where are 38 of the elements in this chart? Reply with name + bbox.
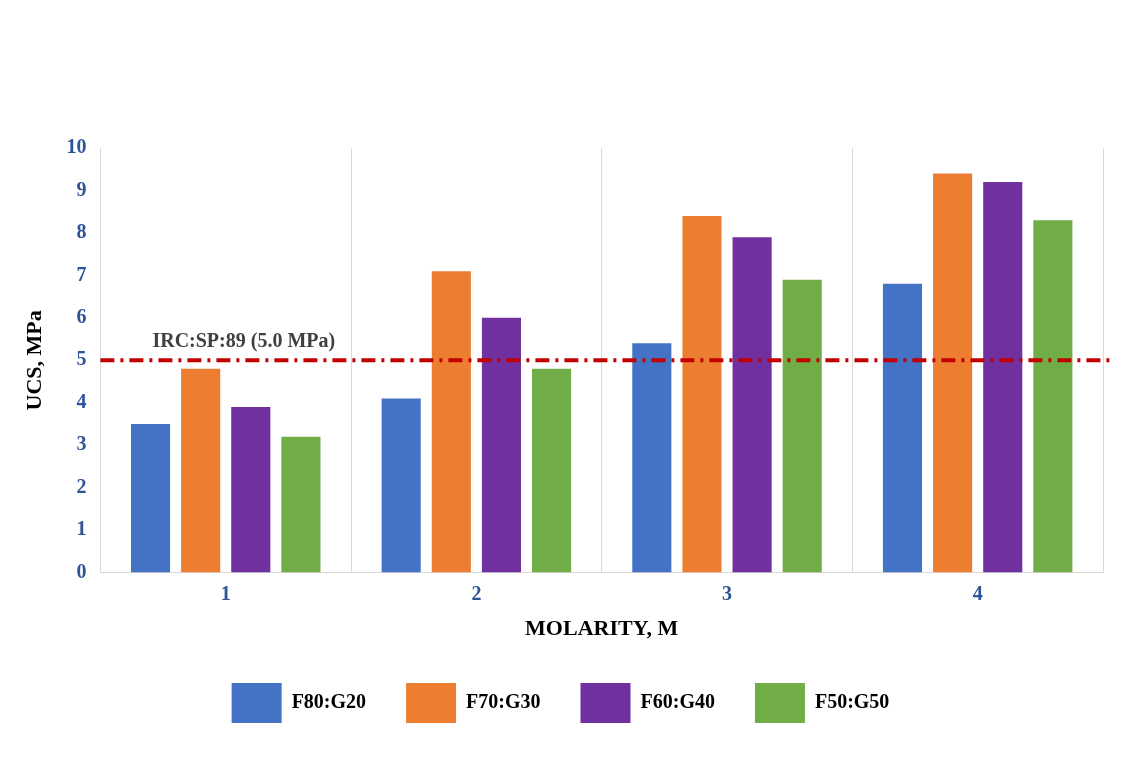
y-tick-label: 7 — [76, 262, 87, 285]
x-tick-label: 2 — [471, 581, 482, 604]
x-axis-title: MOLARITY, M — [525, 615, 679, 641]
bar — [532, 368, 572, 573]
y-tick-label: 5 — [76, 347, 87, 370]
bar — [782, 279, 822, 573]
y-tick-label: 1 — [76, 517, 87, 540]
bar — [130, 423, 171, 573]
bar — [431, 271, 471, 573]
x-tick-label: 1 — [220, 581, 231, 604]
y-tick-label: 9 — [76, 177, 87, 200]
x-tick-label: 3 — [722, 581, 733, 604]
bar — [732, 237, 772, 573]
bar — [933, 173, 973, 573]
y-tick-label: 4 — [76, 389, 87, 412]
y-tick-label: 2 — [76, 474, 87, 497]
bar — [381, 398, 421, 573]
legend-label: F70:G30 — [466, 690, 541, 713]
bar — [882, 283, 923, 573]
legend-label: F60:G40 — [640, 690, 715, 713]
bar — [1033, 220, 1073, 573]
y-axis-title: UCS, MPa — [20, 310, 46, 411]
legend-label: F80:G20 — [291, 690, 367, 713]
bar — [181, 368, 221, 573]
bar — [231, 407, 271, 573]
y-tick-label: 8 — [76, 220, 87, 243]
bar — [983, 181, 1023, 573]
ref-line-label: IRC:SP:89 (5.0 MPa) — [152, 329, 336, 353]
y-tick-label: 6 — [76, 305, 87, 328]
y-tick-label: 0 — [76, 559, 87, 582]
y-tick-label: 3 — [76, 432, 87, 455]
legend-label: F50:G50 — [814, 690, 890, 713]
x-tick-label: 4 — [972, 581, 983, 604]
bar — [632, 343, 672, 573]
bar — [682, 215, 722, 573]
y-tick-label: 10 — [66, 135, 87, 158]
bar — [281, 436, 321, 573]
bar — [481, 317, 521, 573]
